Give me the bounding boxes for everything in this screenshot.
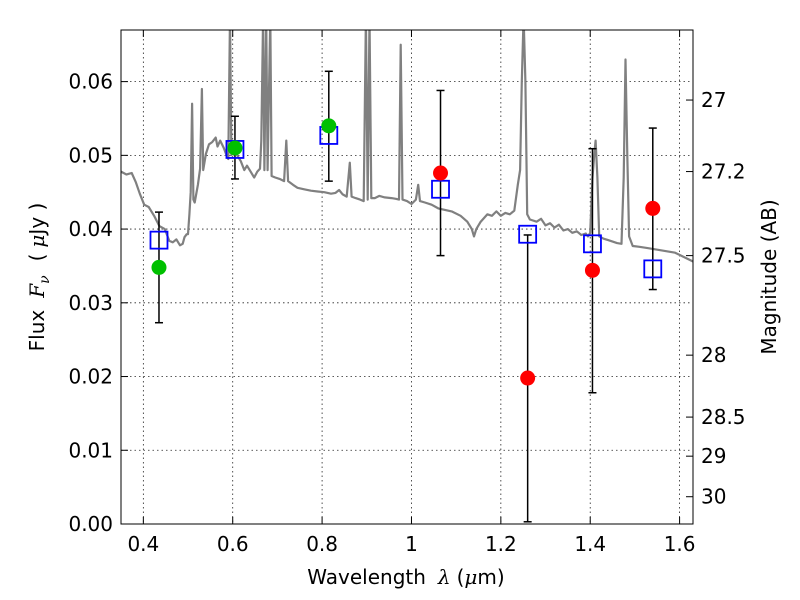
y-tick-label: 0.03: [68, 291, 113, 315]
model-spectrum-line: [121, 30, 693, 263]
y-tick-label: 0.04: [68, 217, 113, 241]
grid: [121, 30, 693, 525]
observed-points-layer: [151, 118, 661, 386]
model-photometry-point: [643, 259, 663, 279]
observed-point-green: [321, 118, 337, 134]
observed-point-red: [584, 262, 600, 278]
y2-tick-label: 28: [701, 343, 726, 367]
y-axis-title: FluxFν(μJy ): [25, 203, 53, 352]
y2-tick-label: 27: [701, 88, 726, 112]
y2-tick-label: 29: [701, 444, 726, 468]
y2-tick-label: 28.5: [701, 405, 746, 429]
y-tick-label: 0.05: [68, 143, 113, 167]
observed-point-red: [520, 370, 536, 386]
model-photometry-point: [583, 234, 602, 254]
y-tick-label: 0.02: [68, 365, 113, 389]
x-tick-label: 0.8: [306, 532, 338, 556]
ticks: 0.4 0.6 0.8 1 1.2 1.4 1.6 0.00 0.01 0.02 0.03 0.04 0…: [68, 30, 746, 556]
x-tick-label: 0.4: [127, 532, 159, 556]
observed-point-red: [645, 200, 661, 216]
observed-point-green: [227, 140, 243, 156]
model-photometry-point: [149, 230, 169, 250]
y-tick-label: 0.06: [68, 70, 113, 94]
y2-tick-label: 27.2: [701, 160, 746, 184]
plot-frame: [120, 29, 694, 525]
y2-tick-label: 30: [701, 485, 726, 509]
x-tick-label: 1: [405, 532, 418, 556]
x-tick-label: 1.2: [485, 532, 517, 556]
x-tick-label: 1.4: [574, 532, 606, 556]
y-tick-label: 0.01: [68, 438, 113, 462]
spectrum-layer: [121, 30, 693, 263]
y2-axis-title: Magnitude (AB): [757, 199, 781, 354]
x-tick-label: 1.6: [664, 532, 696, 556]
model-photometry-point: [431, 179, 450, 199]
x-tick-label: 0.6: [217, 532, 249, 556]
model-photometry-layer: [149, 126, 663, 279]
model-photometry-point: [518, 224, 538, 244]
y-tick-label: 0.00: [68, 512, 113, 536]
y2-tick-label: 27.5: [701, 244, 746, 268]
observed-point-green: [151, 259, 167, 275]
observed-point-red: [433, 165, 449, 181]
x-axis-title: Wavelength λ (μm): [307, 565, 504, 589]
